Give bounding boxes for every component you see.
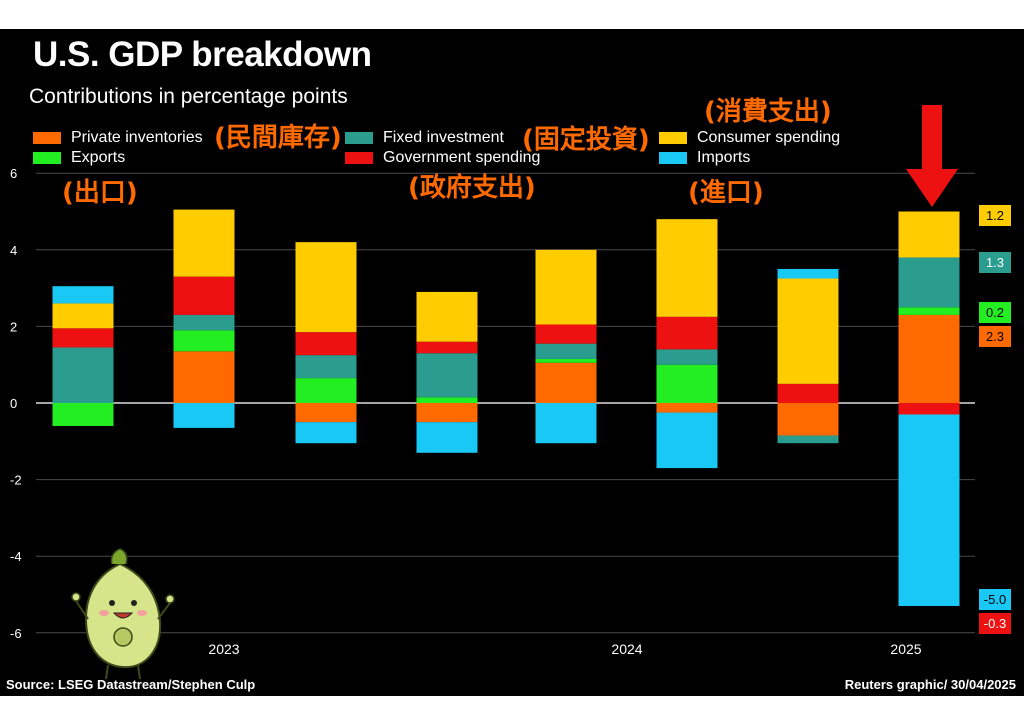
bar-segment-government-spending (656, 316, 718, 350)
bar-segment-consumer-spending (416, 291, 478, 342)
bar-segment-imports (535, 403, 597, 444)
bar-segment-consumer-spending (295, 242, 357, 333)
annotation-consumer: (消費支出) (704, 97, 832, 127)
bar-segment-government-spending (52, 328, 114, 348)
bar-segment-imports (295, 422, 357, 444)
y-tick-label: 2 (10, 319, 17, 334)
bar-segment-consumer-spending (535, 249, 597, 325)
legend-swatch (659, 132, 687, 144)
x-tick-label: 2025 (890, 641, 921, 657)
annotation-imports: (進口) (688, 178, 764, 208)
latest-label-government: -0.3 (979, 613, 1011, 634)
legend-consumer-spending: Consumer spending (659, 129, 840, 147)
bar-segment-exports (656, 364, 718, 403)
bar-segment-exports (295, 378, 357, 403)
legend-swatch (345, 152, 373, 164)
latest-label-fixed-investment: 1.3 (979, 252, 1011, 273)
bar-segment-exports (898, 307, 960, 315)
legend-label: Fixed investment (383, 129, 504, 146)
bar-segment-imports (173, 403, 235, 428)
bar-segment-private-inventories (656, 403, 718, 413)
legend-swatch (33, 152, 61, 164)
pear-mascot-icon (71, 548, 175, 680)
bar-segment-exports (173, 330, 235, 352)
bar-segment-fixed-investment (535, 343, 597, 359)
bar-segment-exports (535, 358, 597, 363)
y-tick-label: -4 (10, 549, 22, 564)
source-note: Source: LSEG Datastream/Stephen Culp (6, 677, 256, 692)
legend-label: Consumer spending (697, 129, 841, 146)
bar-segment-fixed-investment (416, 353, 478, 398)
credit-note: Reuters graphic/ 30/04/2025 (844, 677, 1016, 692)
bar-segment-consumer-spending (173, 209, 235, 277)
bar-segment-government-spending (173, 276, 235, 315)
latest-label-imports: -5.0 (979, 589, 1011, 610)
legend-fixed-investment: Fixed investment (345, 129, 504, 147)
bar-segment-government-spending (295, 332, 357, 356)
bar-segment-imports (416, 422, 478, 453)
chart-panel: 6 4 2 0 -2 -4 -6 2023 2024 2025 U.S. GDP breakdow… (0, 29, 1024, 696)
bar-segment-consumer-spending (656, 219, 718, 317)
bar-segment-consumer-spending (777, 278, 839, 384)
legend-label: Exports (71, 149, 126, 166)
bar-segment-fixed-investment (777, 435, 839, 444)
bar-segment-exports (52, 403, 114, 426)
legend-swatch (659, 152, 687, 164)
legend-label: Imports (697, 149, 751, 166)
bar-segment-fixed-investment (52, 347, 114, 403)
legend-swatch (345, 132, 373, 144)
annotation-fixed-investment: (固定投資) (522, 125, 650, 155)
legend-label: Government spending (383, 149, 541, 166)
y-tick-label: -6 (10, 626, 22, 641)
bar-segment-consumer-spending (52, 303, 114, 329)
bar-segment-government-spending (416, 341, 478, 354)
bar-segment-private-inventories (173, 351, 235, 403)
bar-segment-government-spending (777, 383, 839, 403)
annotation-exports: (出口) (62, 178, 138, 208)
latest-label-exports: 0.2 (979, 302, 1011, 323)
gdp-chart: 6 4 2 0 -2 -4 -6 2023 2024 2025 (10, 105, 975, 680)
bar-segment-imports (777, 268, 839, 279)
bar-segment-private-inventories (898, 314, 960, 403)
bar-segment-private-inventories (416, 403, 478, 423)
annotation-government: (政府支出) (408, 173, 536, 203)
x-tick-label: 2023 (208, 641, 239, 657)
bar-segment-private-inventories (535, 362, 597, 403)
chart-title: U.S. GDP breakdown (33, 35, 372, 74)
y-tick-label: -2 (10, 473, 22, 488)
y-tick-label: 4 (10, 243, 17, 258)
bar-segment-government-spending (898, 403, 960, 415)
legend-imports: Imports (659, 149, 750, 167)
bar-segment-fixed-investment (656, 349, 718, 365)
highlight-arrow-icon (906, 105, 958, 207)
bar-segment-imports (52, 286, 114, 304)
bar-segment-fixed-investment (295, 355, 357, 379)
bar-segment-private-inventories (295, 403, 357, 423)
latest-label-inventories: 2.3 (979, 326, 1011, 347)
bar-segment-imports (656, 412, 718, 469)
legend-swatch (33, 132, 61, 144)
legend-government-spending: Government spending (345, 149, 540, 167)
bar-segment-private-inventories (777, 403, 839, 436)
bar-segment-exports (416, 397, 478, 403)
y-tick-label: 6 (10, 166, 17, 181)
legend-exports: Exports (33, 149, 125, 167)
annotation-inventories: (民間庫存) (214, 123, 342, 153)
legend-label: Private inventories (71, 129, 203, 146)
bar-segment-imports (898, 414, 960, 606)
bar-segment-fixed-investment (898, 257, 960, 308)
bar-segment-fixed-investment (173, 314, 235, 331)
latest-label-consumer: 1.2 (979, 205, 1011, 226)
chart-subtitle: Contributions in percentage points (29, 85, 348, 108)
legend-private-inventories: Private inventories (33, 129, 203, 147)
bar-segment-consumer-spending (898, 211, 960, 258)
y-tick-label: 0 (10, 396, 17, 411)
bar-segment-government-spending (535, 324, 597, 344)
x-tick-label: 2024 (611, 641, 642, 657)
